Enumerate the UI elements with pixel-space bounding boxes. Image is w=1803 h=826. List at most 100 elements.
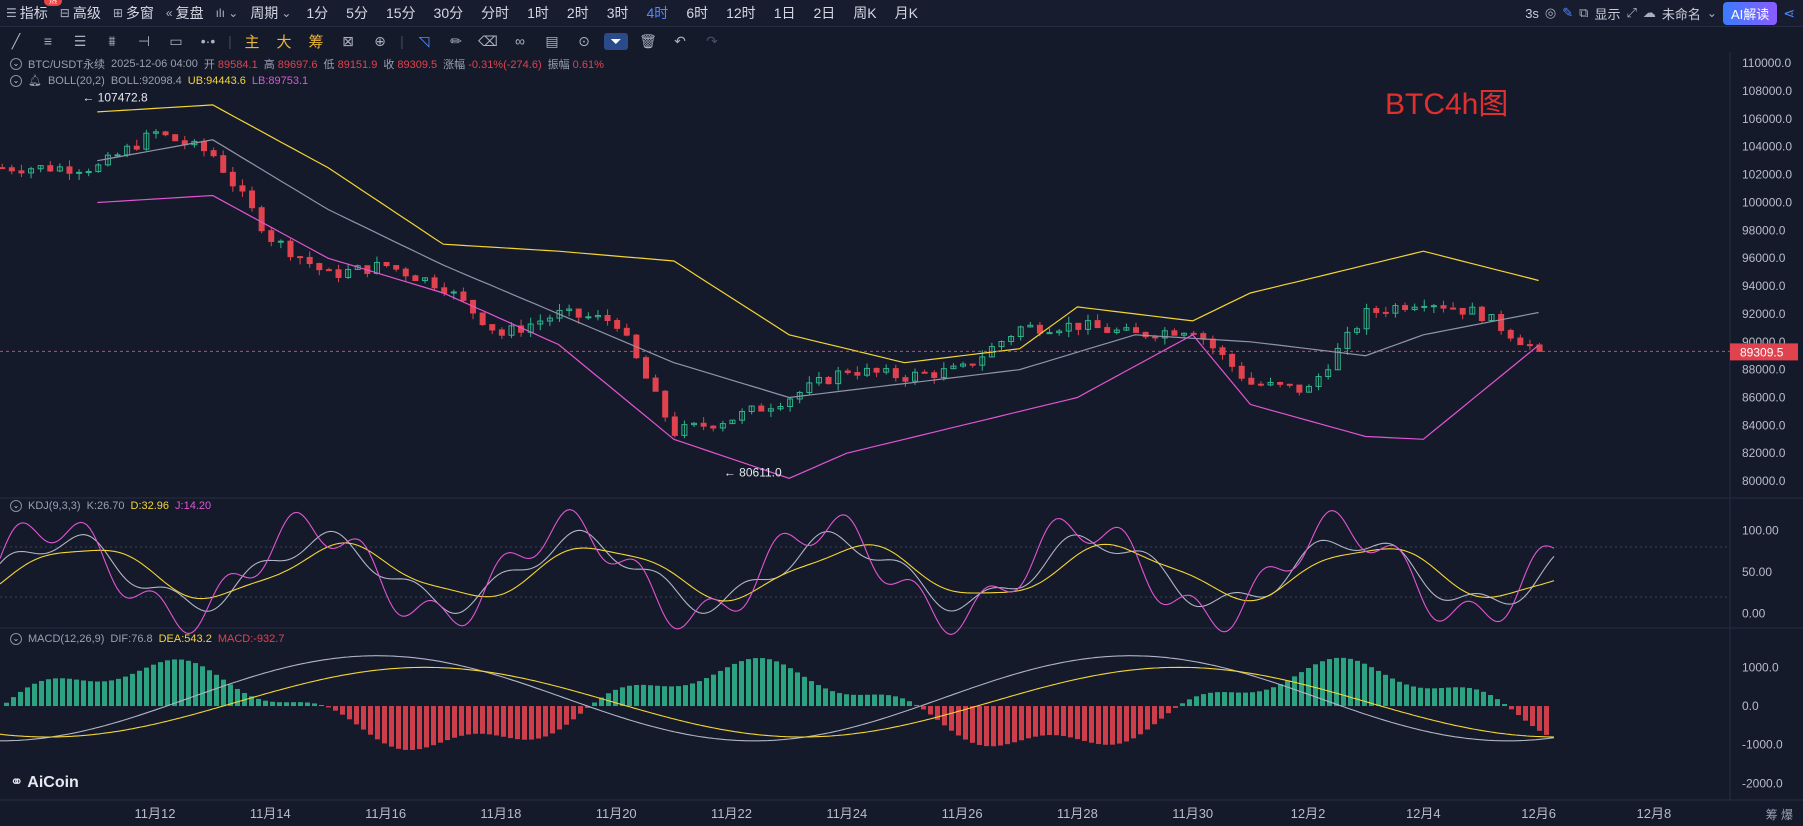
candle-body xyxy=(47,165,54,172)
candle-body xyxy=(748,405,755,413)
eraser-icon[interactable]: ⌫ xyxy=(478,32,498,49)
measure-icon[interactable]: ◹ xyxy=(418,32,430,49)
collapse-icon[interactable]: ⌄ xyxy=(10,58,22,70)
multi-window-button[interactable]: ⊞ 多窗 xyxy=(112,5,154,21)
period-7[interactable]: 3时 xyxy=(606,5,629,21)
macd-bar xyxy=(249,696,254,707)
period-2[interactable]: 15分 xyxy=(385,5,416,21)
hot-badge: 热 xyxy=(44,0,62,6)
collapse-icon[interactable]: ⌄ xyxy=(10,74,22,87)
layout-name[interactable]: 未命名 xyxy=(1661,6,1701,22)
pen-icon[interactable]: ✎ xyxy=(1562,5,1574,20)
macd-bar xyxy=(1250,692,1255,707)
big-order-chip[interactable]: 大 xyxy=(276,33,292,51)
period-3[interactable]: 30分 xyxy=(433,5,464,21)
refresh-interval[interactable]: 3s xyxy=(1525,5,1539,21)
macd-bar xyxy=(424,706,429,748)
x-tick-label: 11月22 xyxy=(711,806,752,821)
calc-icon[interactable]: ⊠ xyxy=(342,32,354,49)
period-10[interactable]: 12时 xyxy=(726,5,756,21)
fib-tool-icon[interactable]: ☰ xyxy=(73,32,87,49)
candle-body xyxy=(277,240,284,243)
rect-tool-icon[interactable]: ▭ xyxy=(169,32,183,49)
collapse-icon[interactable]: ⌄ xyxy=(10,500,22,512)
period-13[interactable]: 周K xyxy=(853,5,877,21)
candle-body xyxy=(1507,329,1514,339)
macd-bar xyxy=(319,705,324,707)
drawing-toolbar: ╱ ≡ ☰ ⩩ ⊣ ▭ •·• | 主 大 筹 ⊠ ⊕ | ◹ ✏ ⌫ ∞ ▤ … xyxy=(0,28,760,54)
macd-bar xyxy=(1075,706,1080,740)
replay-button[interactable]: «复盘 xyxy=(165,5,204,21)
candle-body xyxy=(498,329,505,336)
macd-bar xyxy=(263,700,268,707)
candle-body xyxy=(1325,369,1332,378)
text-tool-icon[interactable]: ▤ xyxy=(545,32,559,49)
advanced-button[interactable]: ⊟ 高级 xyxy=(59,5,101,21)
hline-tool-icon[interactable]: ≡ xyxy=(43,33,53,49)
period-12[interactable]: 2日 xyxy=(813,5,836,21)
period-6[interactable]: 2时 xyxy=(566,5,589,21)
macd-bar xyxy=(1033,706,1038,737)
candle-body xyxy=(1161,330,1168,339)
period-14[interactable]: 月K xyxy=(894,5,918,21)
chip-distribution[interactable]: 筹 xyxy=(308,33,324,51)
period-0[interactable]: 1分 xyxy=(306,5,329,21)
close-value: 89309.5 xyxy=(397,59,438,71)
period-9[interactable]: 6时 xyxy=(686,5,709,21)
candle-body xyxy=(691,422,698,426)
macd-bar xyxy=(39,680,44,707)
chevron-down-icon[interactable]: ⌄ xyxy=(1706,6,1717,20)
period-8[interactable]: 4时 xyxy=(646,5,669,21)
candle-body xyxy=(1373,308,1380,313)
collapse-icon[interactable]: ⌄ xyxy=(10,633,22,645)
candle-body xyxy=(306,256,313,265)
macd-bar xyxy=(1019,706,1024,741)
macd-bar xyxy=(1138,706,1143,735)
display-button[interactable]: 显示 xyxy=(1594,6,1621,22)
period-5[interactable]: 1时 xyxy=(527,5,549,21)
ray-tool-icon[interactable]: ⊣ xyxy=(137,32,151,49)
camera-icon[interactable]: ◎ xyxy=(1544,5,1557,20)
copy-icon[interactable]: ⧉ xyxy=(1579,5,1589,20)
main-force-chip[interactable]: 主 xyxy=(244,33,260,51)
chart-type-button[interactable]: ılı ⌄ xyxy=(210,6,245,20)
macd-bar xyxy=(466,706,471,735)
trash-icon[interactable]: 🗑 xyxy=(639,32,657,49)
period-dropdown[interactable]: 周期 ⌄ xyxy=(250,5,292,21)
macd-bar xyxy=(802,676,807,707)
magnet-icon[interactable]: ⊙ xyxy=(578,32,590,49)
macd-bar xyxy=(809,681,814,707)
period-11[interactable]: 1日 xyxy=(773,5,796,21)
indicator-icon: ☰ xyxy=(6,6,17,20)
redo-icon[interactable]: ↷ xyxy=(706,32,718,49)
macd-bar xyxy=(935,706,940,720)
macd-bar xyxy=(1432,688,1437,707)
ai-analysis-button[interactable]: AI解读 xyxy=(1722,1,1778,25)
candle-body xyxy=(1277,381,1284,385)
more-tools-icon[interactable]: •·• xyxy=(200,33,216,49)
share-icon[interactable]: ⋖ xyxy=(1783,4,1795,21)
x-tick-label: 11月12 xyxy=(135,806,176,821)
kdj-j: J:14.20 xyxy=(175,500,212,512)
period-4[interactable]: 分时 xyxy=(481,5,510,21)
zoom-icon[interactable]: ⊕ xyxy=(374,32,386,49)
line-tool-icon[interactable]: ╱ xyxy=(11,32,21,49)
macd-bar xyxy=(788,668,793,707)
bell-icon[interactable]: 🔔︎ xyxy=(28,75,42,87)
fullscreen-icon[interactable]: ⤢ xyxy=(1626,5,1637,20)
candle-body xyxy=(950,365,957,370)
channel-tool-icon[interactable]: ⩩ xyxy=(108,32,116,49)
indicator-button[interactable]: ☰ 指标 xyxy=(6,5,48,21)
macd-bar xyxy=(333,706,338,711)
macd-bar xyxy=(1362,663,1367,707)
macd-bar xyxy=(872,694,877,707)
period-1[interactable]: 5分 xyxy=(346,5,368,21)
link-icon[interactable]: ∞ xyxy=(515,33,525,49)
bottom-right-tools[interactable]: 筹 爆 xyxy=(1765,808,1793,822)
brush-icon[interactable]: ✏ xyxy=(450,32,462,49)
macd-bar xyxy=(1397,681,1402,707)
candle-body xyxy=(489,324,496,331)
filter-icon[interactable]: ⏷ xyxy=(604,32,628,50)
undo-icon[interactable]: ↶ xyxy=(674,32,686,49)
